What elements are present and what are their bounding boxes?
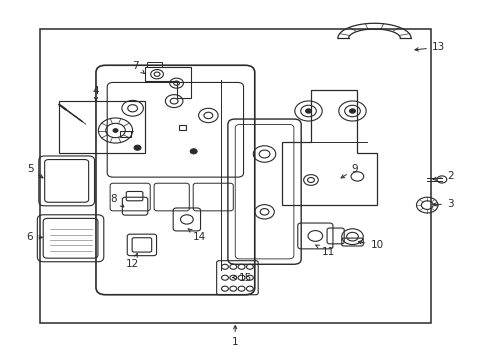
- Text: 11: 11: [316, 245, 335, 257]
- Bar: [59, 101, 145, 153]
- Circle shape: [349, 109, 355, 113]
- Circle shape: [113, 129, 118, 132]
- Text: 13: 13: [415, 42, 445, 52]
- Text: 15: 15: [232, 273, 252, 283]
- Text: 10: 10: [358, 240, 384, 250]
- Circle shape: [306, 109, 312, 113]
- Text: 3: 3: [433, 199, 454, 210]
- Bar: [121, 131, 131, 137]
- Text: 4: 4: [93, 86, 99, 102]
- Text: 9: 9: [341, 164, 358, 178]
- Text: 14: 14: [188, 229, 206, 242]
- Text: 1: 1: [232, 325, 239, 347]
- Text: 12: 12: [126, 253, 139, 269]
- Text: 7: 7: [132, 61, 145, 73]
- Bar: [40, 30, 431, 323]
- Circle shape: [134, 145, 141, 150]
- Circle shape: [190, 149, 197, 154]
- Text: 5: 5: [26, 164, 43, 178]
- Text: 2: 2: [433, 171, 454, 181]
- Text: 6: 6: [26, 232, 42, 242]
- Text: 8: 8: [111, 194, 124, 207]
- Bar: [179, 126, 186, 130]
